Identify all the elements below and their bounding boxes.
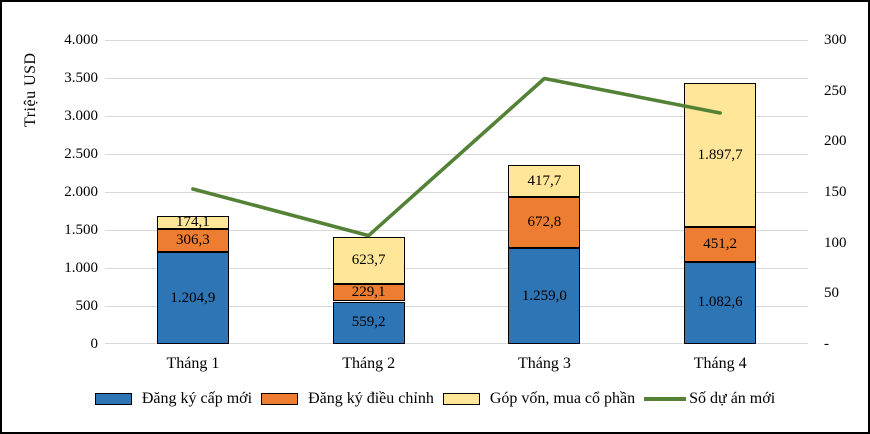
left-axis-tick-label: 2.500 (64, 146, 98, 162)
right-axis-tick-label: 50 (824, 285, 839, 302)
bar-segment-label: 1.897,7 (697, 146, 743, 163)
left-axis-tick-label: 2.000 (64, 184, 98, 200)
bar-segment-label: 1.259,0 (521, 287, 567, 304)
bar-segment-gop-von-mua-co-phan: 1.897,7 (684, 83, 757, 228)
left-axis-tick-label: 1.000 (64, 260, 98, 276)
x-axis-category-label: Tháng 1 (166, 355, 220, 372)
bar-segment-label: 623,7 (351, 251, 386, 268)
left-axis-tick-label: 0 (90, 336, 99, 352)
left-axis-tick-label: 500 (75, 298, 99, 314)
right-axis-tick-label: 250 (824, 82, 847, 99)
gridline (105, 306, 808, 307)
legend-item-so-du-an-moi: Số dự án mới (644, 390, 775, 408)
right-axis-tick-label: 100 (824, 234, 847, 251)
bar-segment-label: 174,1 (176, 214, 210, 231)
x-axis-category-label: Tháng 3 (517, 355, 571, 372)
gridline (105, 78, 808, 79)
bar-segment-dang-ky-dieu-chinh: 229,1 (332, 284, 405, 302)
legend-item-label: Số dự án mới (689, 390, 776, 407)
bar-segment-gop-von-mua-co-phan: 623,7 (332, 236, 405, 285)
x-axis-category-label: Tháng 4 (693, 355, 747, 372)
bar-segment-dang-ky-cap-moi: 1.259,0 (508, 248, 581, 344)
bar-segment-label: 1.082,6 (697, 294, 743, 311)
bar-segment-dang-ky-cap-moi: 1.204,9 (156, 252, 229, 344)
bar-segment-label: 451,2 (703, 236, 737, 253)
gridline (105, 268, 808, 269)
right-axis-tick-label: 200 (824, 133, 847, 150)
gridline (105, 40, 808, 41)
left-axis-tick-label: 4.000 (64, 32, 98, 48)
bar-segment-dang-ky-dieu-chinh: 451,2 (684, 227, 757, 262)
legend-swatch-dang-ky-cap-moi (94, 393, 132, 405)
bar-segment-dang-ky-cap-moi: 559,2 (332, 301, 405, 344)
bar-segment-label: 229,1 (351, 284, 386, 301)
legend-item-dang-ky-cap-moi: Đăng ký cấp mới (94, 390, 253, 408)
new-projects-line (191, 76, 722, 238)
bar-segment-label: 559,2 (351, 314, 386, 331)
bar-segment-label: 306,3 (176, 232, 210, 249)
bar-segment-dang-ky-dieu-chinh: 672,8 (508, 197, 581, 249)
bar-segment-dang-ky-dieu-chinh: 306,3 (156, 229, 229, 253)
legend-line-swatch (644, 397, 687, 401)
left-axis-tick-label: 1.500 (64, 222, 98, 238)
gridline (105, 343, 808, 344)
bar-segment-label: 1.204,9 (170, 289, 216, 306)
legend-item-label: Đăng ký điều chỉnh (308, 390, 434, 407)
legend-item-label: Góp vốn, mua cổ phần (489, 390, 636, 407)
bar-segment-dang-ky-cap-moi: 1.082,6 (684, 261, 757, 344)
bar-segment-label: 672,8 (527, 214, 562, 231)
legend-swatch-dang-ky-dieu-chinh (261, 393, 299, 405)
x-axis-category-label: Tháng 2 (342, 355, 396, 372)
bar-segment-gop-von-mua-co-phan: 174,1 (156, 214, 229, 231)
bar-segment-label: 417,7 (527, 172, 562, 189)
right-axis-tick-label: - (824, 336, 829, 352)
right-axis-tick-label: 150 (824, 184, 847, 200)
legend-item-label: Đăng ký cấp mới (141, 390, 253, 407)
legend-item-gop-von-mua-co-phan: Góp vốn, mua cổ phần (442, 390, 636, 408)
plot-area: 1.204,9 306,3 174,1 559,2 229,1 623,7 1.259,0 6… (105, 40, 808, 344)
legend-item-dang-ky-dieu-chinh: Đăng ký điều chỉnh (261, 390, 434, 408)
right-axis-tick-label: 300 (824, 32, 847, 48)
legend-swatch-gop-von-mua-co-phan (442, 393, 480, 405)
left-axis-tick-label: 3.000 (64, 108, 98, 124)
bar-segment-gop-von-mua-co-phan: 417,7 (508, 165, 581, 198)
legend: Đăng ký cấp mới Đăng ký điều chỉnh Góp vốn… (2, 390, 868, 408)
left-axis-tick-label: 3.500 (64, 70, 98, 86)
